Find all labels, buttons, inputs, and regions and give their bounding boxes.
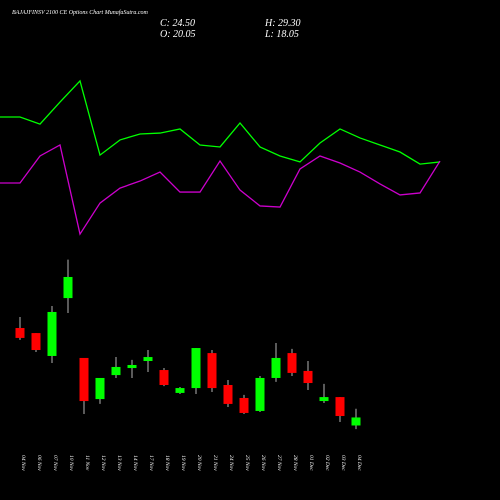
candle-body [143,357,153,362]
x-tick-label: 26 Nov [260,455,266,471]
indicator-line [0,143,441,236]
candle-body [271,357,281,378]
x-tick-label: 04 Dec [356,455,363,471]
x-tick-label: 28 Nov [292,455,298,471]
candle-body [191,348,201,389]
x-tick-label: 02 Dec [324,455,330,471]
x-tick-label: 20 Nov [196,455,202,471]
candle-body [31,333,41,351]
x-tick-label: 21 Nov [212,455,218,471]
x-tick-label: 03 Dec [340,455,346,471]
x-tick-label: 14 Nov [132,455,139,471]
x-tick-label: 07 Nov [52,455,58,471]
candle-body [319,397,329,402]
x-tick-label: 12 Nov [100,455,106,471]
x-tick-label: 27 Nov [276,455,282,471]
candle-body [335,397,345,417]
x-tick-label: 25 Nov [244,455,250,471]
candle-body [127,364,137,369]
x-tick-label: 24 Nov [228,455,235,471]
x-tick-label: 18 Nov [164,455,170,471]
x-tick-label: 04 Nov [20,455,27,471]
x-tick-label: 13 Nov [116,455,122,471]
x-tick-label: 06 Nov [36,455,42,471]
open-label: O: 20.05 [160,29,196,40]
candle-body [239,397,249,413]
high-label: H: 29.30 [264,18,301,29]
candle-body [175,388,185,393]
candle-body [223,385,233,404]
candle-body [255,377,265,411]
x-tick-label: 10 Nov [68,455,74,471]
x-tick-label: 01 Dec [308,455,314,471]
low-label: L: 18.05 [264,29,299,40]
x-tick-label: 19 Nov [180,455,186,471]
candle-body [47,311,57,356]
candle-body [303,370,313,384]
candle-body [159,370,169,385]
candle-body [351,417,361,426]
x-tick-label: 17 Nov [148,455,154,471]
candle-body [111,366,121,376]
candle-body [287,353,297,373]
candle-body [63,276,73,299]
candle-body [95,377,105,400]
x-tick-label: 11 Nov [84,455,90,471]
candle-body [79,357,89,402]
candle-body [15,328,25,338]
indicator-line [0,79,441,165]
candle-body [207,353,217,389]
close-label: C: 24.50 [160,18,195,29]
chart-title: BAJAJFINSV 2100 CE Options Chart MunafaS… [12,9,149,16]
